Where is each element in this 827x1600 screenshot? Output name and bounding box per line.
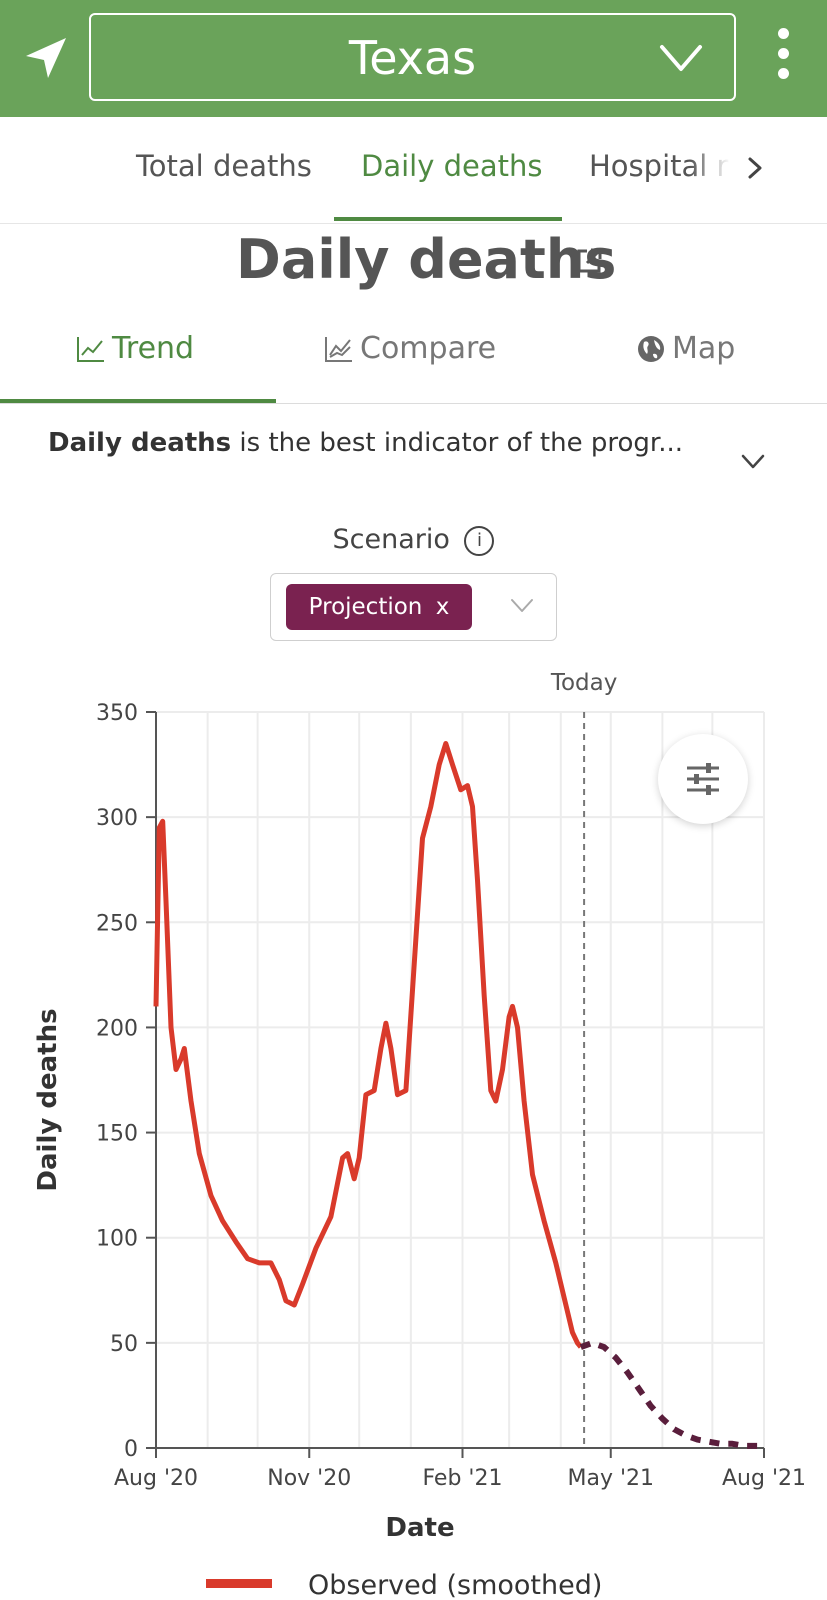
tab-daily-deaths[interactable]: Daily deaths [361, 149, 543, 183]
chevron-down-icon[interactable] [740, 453, 766, 471]
tab-trend-label: Trend [112, 331, 195, 366]
tab-compare-label: Compare [360, 331, 497, 366]
chart-settings-button[interactable] [658, 734, 748, 824]
x-tick-label: Aug '21 [722, 1466, 806, 1491]
x-tick-label: Nov '20 [267, 1466, 351, 1491]
more-vertical-icon[interactable] [772, 28, 794, 88]
chevron-down-icon [511, 599, 533, 612]
sliders-icon [687, 763, 719, 795]
tab-compare[interactable]: Compare [324, 331, 496, 366]
scenario-chip-remove[interactable]: x [435, 594, 450, 620]
scenario-label: Scenario i [0, 524, 827, 556]
x-tick-label: May '21 [567, 1466, 654, 1491]
chevron-down-icon [660, 45, 702, 71]
navigation-arrow-icon[interactable] [22, 34, 70, 82]
app-header: Texas [0, 0, 827, 117]
y-axis-label: Daily deaths [33, 1008, 63, 1191]
x-tick-label: Feb '21 [422, 1466, 502, 1491]
projection-series-line [579, 1339, 764, 1449]
line-chart-icon [77, 336, 104, 362]
legend-swatch [206, 1579, 272, 1588]
tab-total-deaths[interactable]: Total deaths [136, 149, 312, 183]
tab-map-label: Map [672, 331, 736, 366]
state-select-value: Texas [348, 31, 477, 85]
view-tabs: Trend Compare Map [0, 305, 827, 404]
description-bold: Daily deaths [48, 428, 232, 458]
tab-trend[interactable]: Trend [76, 331, 194, 366]
x-axis-label: Date [385, 1513, 454, 1543]
globe-icon [638, 335, 664, 362]
tab-map[interactable]: Map [636, 331, 735, 366]
daily-deaths-chart: 0 50 100 150 200 250 300 350 Aug '20 Nov '20 Feb '… [33, 670, 806, 1600]
y-tick-label: 200 [96, 1016, 138, 1041]
page-title: Daily deaths [236, 228, 617, 291]
external-link-icon[interactable] [574, 246, 604, 276]
y-tick-label: 150 [96, 1122, 138, 1147]
y-tick-label: 350 [96, 701, 138, 726]
description-text[interactable]: Daily deaths is the best indicator of th… [48, 428, 683, 458]
y-tick-label: 0 [124, 1437, 138, 1462]
compare-chart-icon [325, 336, 352, 362]
metric-tabs: Total deaths Daily deaths Hospital r [0, 117, 827, 224]
scenario-label-text: Scenario [332, 524, 450, 555]
tab-fade [690, 117, 730, 217]
y-tick-label: 250 [96, 911, 138, 936]
scenario-chip[interactable]: Projection x [286, 584, 472, 630]
x-tick-label: Aug '20 [114, 1466, 198, 1491]
info-icon[interactable]: i [464, 526, 495, 556]
y-tick-label: 100 [96, 1227, 138, 1252]
scenario-select[interactable]: Projection x [270, 573, 557, 641]
active-tab-indicator [334, 217, 562, 221]
y-tick-label: 300 [96, 806, 138, 831]
description-rest: is the best indicator of the progr... [231, 428, 683, 458]
today-label: Today [550, 670, 618, 696]
legend-label: Observed (smoothed) [308, 1570, 602, 1600]
chevron-right-icon[interactable] [744, 153, 766, 183]
scenario-chip-label: Projection [308, 594, 423, 620]
y-tick-label: 50 [110, 1332, 138, 1357]
state-select[interactable]: Texas [89, 13, 736, 101]
observed-series-line [153, 741, 583, 1349]
active-view-indicator [0, 399, 276, 403]
